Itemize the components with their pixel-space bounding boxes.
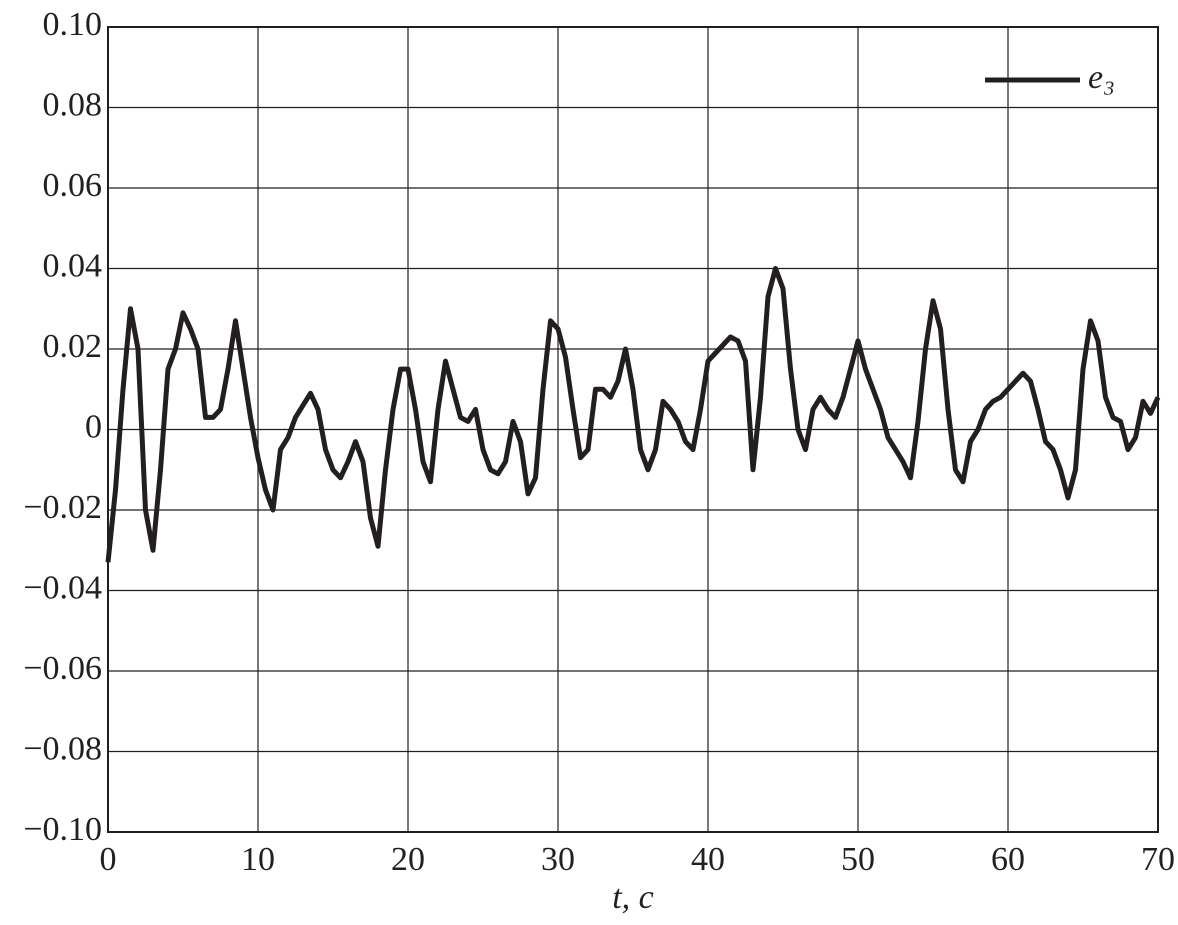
x-tick-label: 60: [991, 841, 1025, 878]
y-tick-label: 0.06: [43, 167, 103, 204]
y-tick-label: 0: [85, 408, 102, 445]
y-tick-label: 0.04: [43, 247, 103, 284]
x-tick-label: 50: [841, 841, 875, 878]
data-line: [105, 266, 1161, 563]
y-tick-label: −0.02: [23, 489, 102, 526]
legend-label: e₃: [1088, 59, 1115, 96]
y-tick-label: 0.08: [43, 86, 103, 123]
x-tick-label: 70: [1141, 841, 1175, 878]
y-tick-label: −0.10: [23, 811, 102, 848]
x-tick-label: 20: [391, 841, 425, 878]
y-tick-label: −0.06: [23, 650, 102, 687]
x-tick-label: 0: [100, 841, 117, 878]
x-tick-label: 10: [241, 841, 275, 878]
y-tick-label: 0.10: [43, 6, 103, 43]
y-tick-label: −0.08: [23, 730, 102, 767]
x-tick-label: 30: [541, 841, 575, 878]
y-tick-label: −0.04: [23, 569, 102, 606]
x-axis-label: t, c: [612, 879, 654, 916]
x-tick-label: 40: [691, 841, 725, 878]
y-tick-label: 0.02: [43, 328, 103, 365]
